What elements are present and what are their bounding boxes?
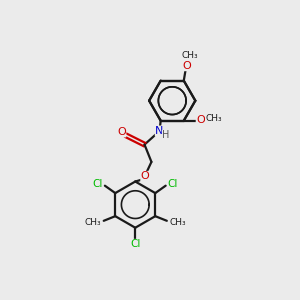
Text: H: H <box>162 130 170 140</box>
Text: CH₃: CH₃ <box>84 218 101 227</box>
Text: CH₃: CH₃ <box>169 218 186 227</box>
Text: Cl: Cl <box>130 239 140 249</box>
Text: Cl: Cl <box>92 179 103 189</box>
Text: O: O <box>117 127 126 137</box>
Text: O: O <box>196 115 205 125</box>
Text: O: O <box>183 61 192 71</box>
Text: CH₃: CH₃ <box>181 52 198 61</box>
Text: N: N <box>155 126 164 136</box>
Text: Cl: Cl <box>168 179 178 189</box>
Text: O: O <box>141 171 150 182</box>
Text: CH₃: CH₃ <box>206 114 222 123</box>
